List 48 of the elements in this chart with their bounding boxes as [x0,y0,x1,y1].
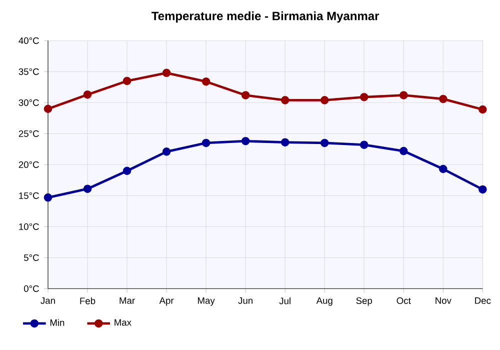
point [478,185,487,194]
point [162,68,171,78]
x-tick-label: Apr [159,297,174,306]
x-tick-label: Jun [238,297,252,304]
point [400,91,408,100]
point [44,193,52,202]
x-tick-label: May [198,297,215,306]
point [439,94,448,104]
x-tick-label: Jan [40,297,55,304]
y-tick-label: 30°C [18,99,39,106]
y-tick-label: 10°C [19,223,39,230]
x-tick-label: Jul [279,297,290,304]
y-tick-label: 15°C [19,192,39,199]
legend-label: Max [114,319,132,326]
point [83,90,92,99]
point [83,184,92,193]
y-tick-label: 5°C [24,254,39,261]
y-tick-label: 40°C [18,37,39,44]
point [280,96,290,104]
point [202,138,210,148]
chart-title: Temperature medie - Birmania Myanmar [152,11,380,23]
point [280,138,290,146]
point [400,146,408,156]
point [122,166,132,175]
y-tick-label: 25°C [18,130,39,137]
x-tick-label: Aug [316,297,332,306]
point [478,105,487,114]
point [241,91,250,100]
point [122,76,132,86]
point [439,164,448,174]
y-tick-label: 20°C [18,161,39,168]
x-tick-label: Sep [356,297,372,306]
point [241,136,250,146]
point [162,148,171,156]
x-tick-label: Dec [475,297,491,304]
x-tick-label: Nov [436,297,452,304]
y-tick-label: 35°C [18,68,39,75]
point [360,92,368,102]
legend-label: Min [50,319,64,326]
point [320,96,329,104]
x-tick-label: Mar [120,297,135,304]
x-tick-label: Feb [80,297,96,304]
y-tick-label: 0°C [24,285,39,292]
point [360,140,368,149]
x-tick-label: Oct [396,297,411,304]
point [202,77,210,86]
point [320,138,329,148]
point [44,104,52,113]
